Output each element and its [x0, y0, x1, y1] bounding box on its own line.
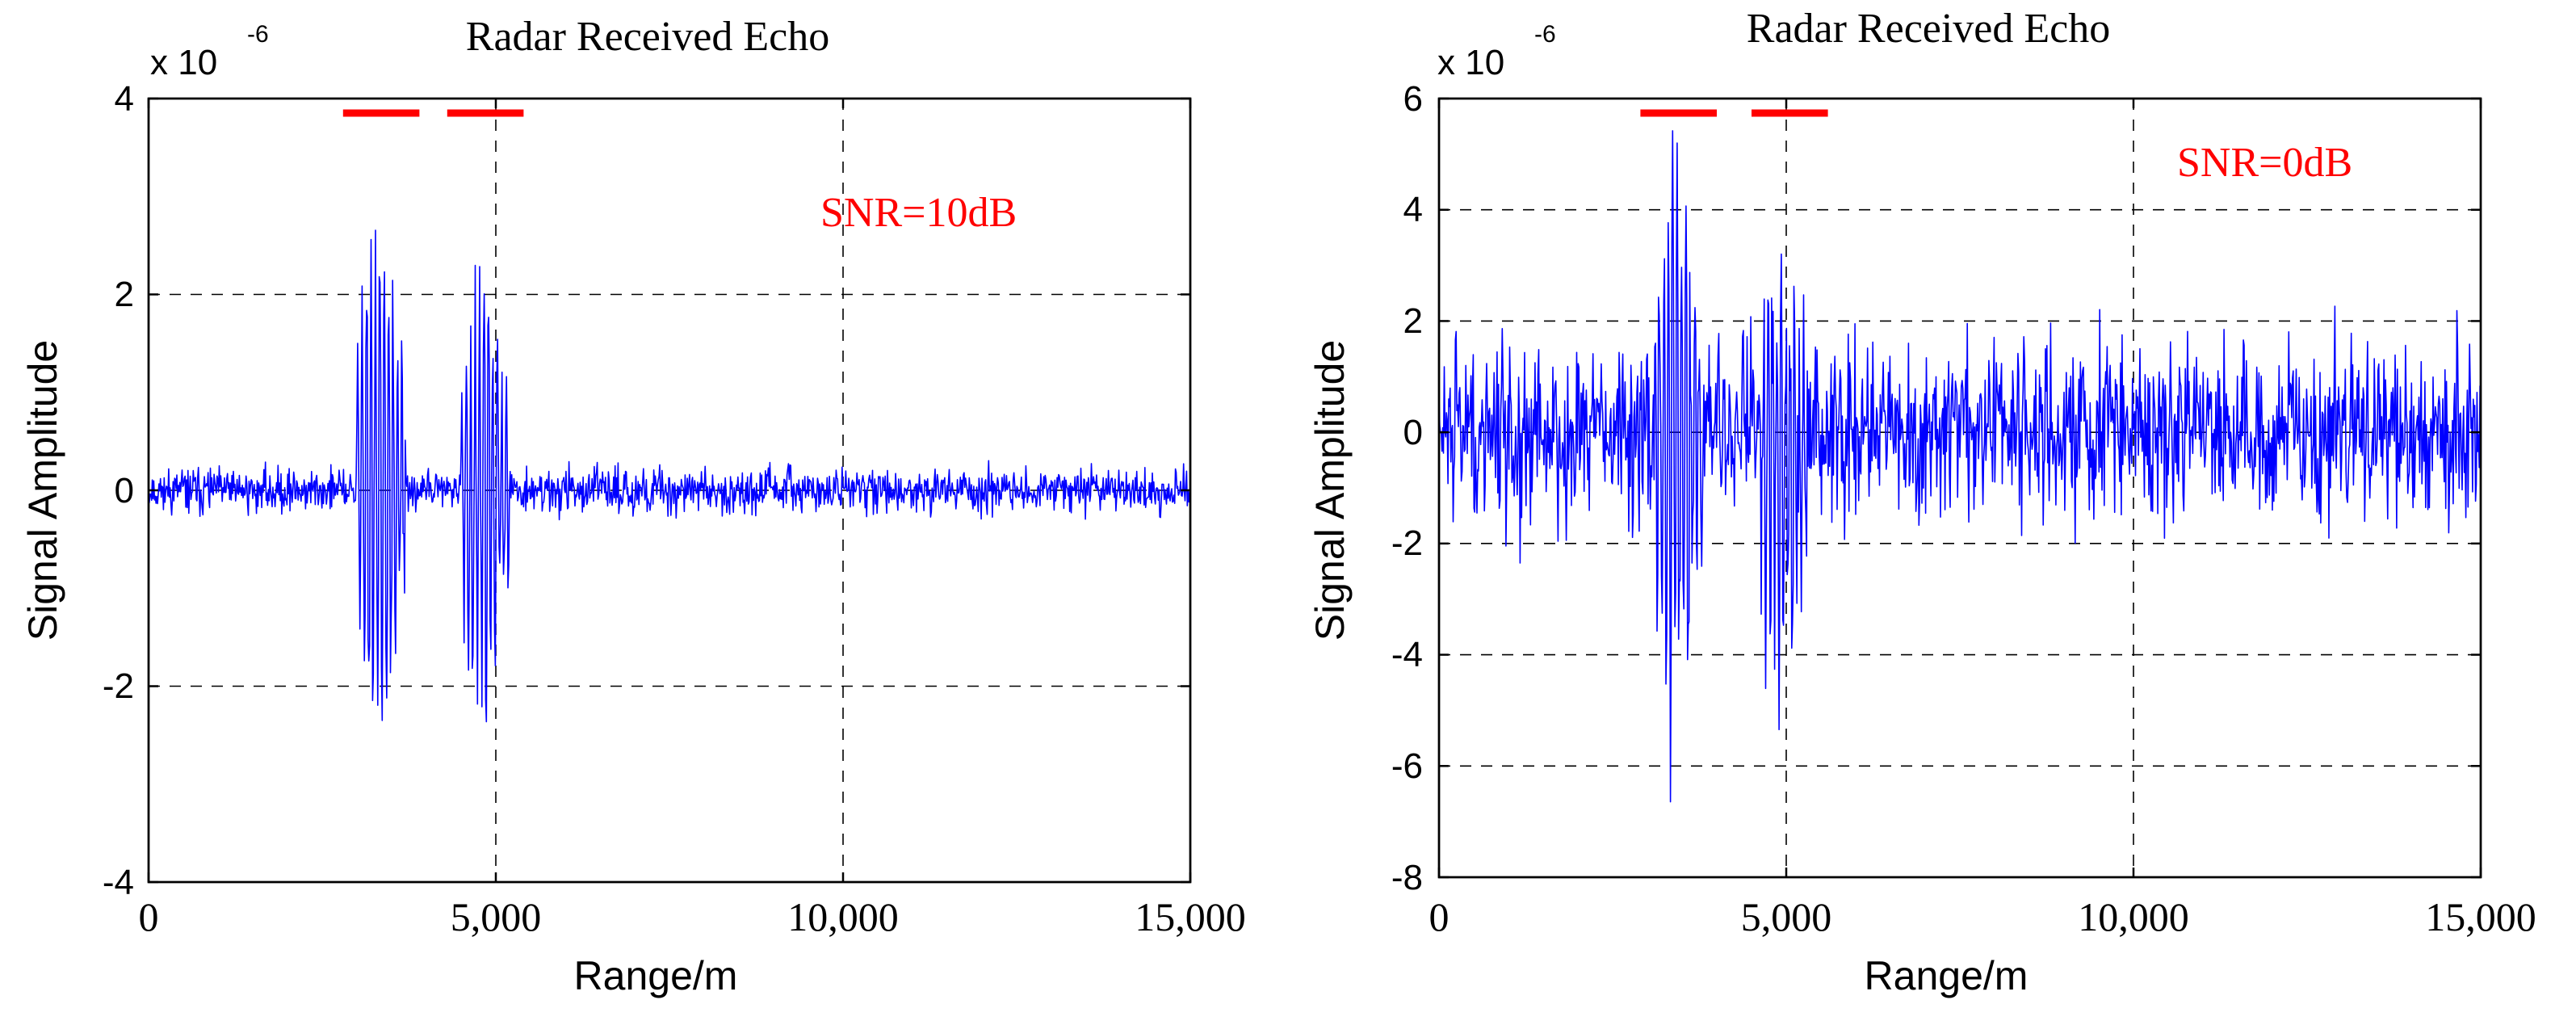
- chart-left-xtick-label: 15,000: [1135, 894, 1246, 939]
- chart-right-ytick-label: 4: [1403, 190, 1423, 229]
- chart-left-ytick-label: 2: [115, 275, 134, 314]
- chart-left: Radar Received Echo x 10 -6 SNR=10dB 4 2…: [20, 14, 1246, 998]
- chart-right-xtick-label: 5,000: [1741, 894, 1832, 939]
- chart-right-snr-label: SNR=0dB: [2177, 140, 2352, 186]
- chart-right-xtick-label: 0: [1429, 894, 1450, 939]
- chart-right-ytick-label: -6: [1391, 746, 1423, 786]
- chart-right-plot-area: [1437, 97, 2482, 879]
- chart-right-ytick-label: -2: [1391, 523, 1423, 563]
- chart-left-ytick-label: 4: [115, 79, 134, 119]
- chart-right-tick-marks: [1437, 97, 2482, 879]
- chart-left-ytick-label: 0: [115, 471, 134, 510]
- chart-right-echo-line: [1438, 130, 2482, 803]
- chart-right-xlabel: Range/m: [1865, 953, 2028, 998]
- chart-left-xtick-label: 10,000: [787, 894, 899, 939]
- chart-left-title: Radar Received Echo: [466, 14, 829, 60]
- chart-left-series: [148, 229, 1191, 723]
- chart-left-snr-label: SNR=10dB: [820, 190, 1017, 236]
- chart-left-ytick-label: -4: [103, 863, 134, 902]
- chart-left-tick-marks: [147, 97, 1192, 884]
- chart-right-title: Radar Received Echo: [1747, 6, 2110, 52]
- chart-right-ytick-label: 2: [1403, 301, 1423, 341]
- chart-right-exponent-power: -6: [1534, 21, 1556, 48]
- chart-right-ylabel: Signal Amplitude: [1307, 340, 1353, 641]
- chart-left-xtick-label: 5,000: [451, 894, 542, 939]
- chart-left-ylabel: Signal Amplitude: [20, 340, 65, 641]
- chart-right-ytick-label: 6: [1403, 79, 1423, 119]
- chart-right-xtick-label: 15,000: [2425, 894, 2536, 939]
- chart-left-ytick-label: -2: [103, 666, 134, 706]
- chart-right-xtick-label: 10,000: [2078, 894, 2189, 939]
- chart-left-exponent-base: x 10: [150, 43, 217, 82]
- chart-right-exponent-base: x 10: [1437, 43, 1504, 82]
- chart-left-echo-line: [148, 229, 1191, 723]
- chart-left-xtick-label: 0: [139, 894, 159, 939]
- chart-right-ytick-label: 0: [1403, 413, 1423, 452]
- chart-left-frame: [147, 97, 1192, 884]
- chart-right: Radar Received Echo x 10 -6 SNR=0dB 6 4 …: [1307, 6, 2536, 998]
- chart-right-grid: [1439, 99, 2481, 877]
- chart-right-frame: [1437, 97, 2482, 879]
- chart-right-series: [1438, 130, 2482, 803]
- chart-right-ytick-label: -4: [1391, 635, 1423, 674]
- chart-left-exponent-power: -6: [247, 21, 269, 48]
- chart-right-ytick-label: -8: [1391, 858, 1423, 897]
- chart-left-xlabel: Range/m: [574, 953, 738, 998]
